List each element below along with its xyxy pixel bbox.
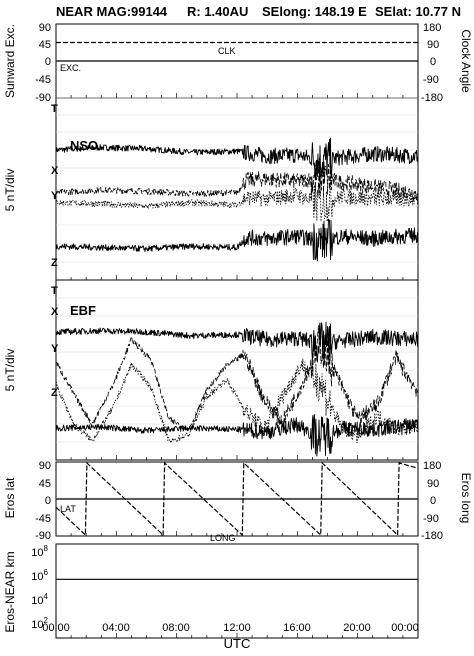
sun-tick-right-1: 90 <box>427 39 439 51</box>
eros-tick-left-0: 90 <box>39 460 51 472</box>
nso-y-trace <box>55 179 419 223</box>
eros-tick-left-3: -45 <box>35 513 51 525</box>
ebf-title: EBF <box>70 303 96 318</box>
sun-tick-left-2: 0 <box>45 56 51 68</box>
sun-tick-left-3: -45 <box>35 74 51 86</box>
title-selong: SElong: 148.19 E <box>262 4 367 19</box>
sun-tick-left-4: -90 <box>35 92 51 104</box>
eros-left-ticks: 90 45 0 -45 -90 <box>35 460 51 542</box>
x-tick-6: 00:00 <box>391 622 419 634</box>
dist-tick-2: 104 <box>31 592 48 607</box>
series-layer <box>55 41 419 580</box>
sun-tick-right-4: -180 <box>421 92 443 104</box>
ebf-t-trace <box>55 321 419 363</box>
eros-long-right-label: Eros long <box>459 473 473 524</box>
eros-right-ticks: 180 90 0 -90 -180 <box>421 460 443 542</box>
eros-tick-left-2: 0 <box>45 495 51 507</box>
nso-label-t: T <box>51 103 58 115</box>
sun-tick-left-0: 90 <box>39 22 51 34</box>
eros-tick-right-2: 0 <box>430 495 436 507</box>
clock-angle-right-label: Clock Angle <box>459 29 473 93</box>
nso-label-x: X <box>51 165 59 177</box>
nso-z-trace <box>55 218 419 262</box>
long-trace <box>55 462 419 536</box>
sunward-left-ticks: 90 45 0 -45 -90 <box>35 22 51 104</box>
sun-tick-left-1: 45 <box>39 39 51 51</box>
dist-tick-3: 102 <box>31 616 48 631</box>
ebf-label-t: T <box>51 285 58 297</box>
eros-tick-right-1: 90 <box>427 478 439 490</box>
sun-tick-right-2: 0 <box>430 56 436 68</box>
ebf-x-trace <box>55 325 419 432</box>
ebf-label-z: Z <box>51 387 58 399</box>
title-range: R: 1.40AU <box>187 4 248 19</box>
sunward-right-ticks: 180 90 0 -90 -180 <box>421 22 443 104</box>
x-tick-4: 16:00 <box>283 622 311 634</box>
eros-tick-left-4: -90 <box>35 530 51 542</box>
clk-trace-label: CLK <box>218 46 236 56</box>
title-mission: NEAR MAG: <box>56 4 131 19</box>
long-trace-label: LONG <box>210 533 236 543</box>
title-selat: SElat: 10.77 N <box>375 4 461 19</box>
lat-trace-label: LAT <box>60 504 76 514</box>
dist-tick-1: 106 <box>31 568 48 583</box>
x-tick-0: 00:00 <box>42 622 70 634</box>
x-tick-5: 20:00 <box>343 622 371 634</box>
nso-t-trace <box>55 137 419 179</box>
x-tick-1: 04:00 <box>102 622 130 634</box>
ebf-z-trace <box>55 414 419 457</box>
exc-trace-label: EXC. <box>60 63 81 73</box>
title-date: 99144 <box>131 4 168 19</box>
x-axis-ticks: 00:00 04:00 08:00 12:00 16:00 20:00 00:0… <box>42 622 419 634</box>
eros-tick-right-0: 180 <box>423 460 441 472</box>
x-tick-3: 12:00 <box>223 622 251 634</box>
eros-lat-left-label: Eros lat <box>3 477 17 518</box>
eros-tick-right-3: -90 <box>423 513 439 525</box>
sun-tick-right-3: -90 <box>423 74 439 86</box>
dist-tick-0: 108 <box>31 544 48 559</box>
nso-title: NSO <box>70 138 98 153</box>
sun-tick-right-0: 180 <box>423 22 441 34</box>
sunward-left-label: Sunward Exc. <box>3 24 17 98</box>
distance-ticks: 108 106 104 102 <box>31 544 48 631</box>
x-tick-2: 08:00 <box>162 622 190 634</box>
x-axis-label: UTC <box>224 636 251 651</box>
nso-label-y: Y <box>51 190 59 202</box>
nso-label-z: Z <box>51 257 58 269</box>
nso-scale-label: 5 nT/div <box>3 169 17 212</box>
ebf-scale-label: 5 nT/div <box>3 349 17 392</box>
nso-x-trace <box>55 157 419 201</box>
distance-left-label: Eros-NEAR km <box>3 551 17 632</box>
eros-tick-left-1: 45 <box>39 478 51 490</box>
ebf-label-y: Y <box>51 343 59 355</box>
ebf-label-x: X <box>51 306 59 318</box>
eros-tick-right-4: -180 <box>421 530 443 542</box>
